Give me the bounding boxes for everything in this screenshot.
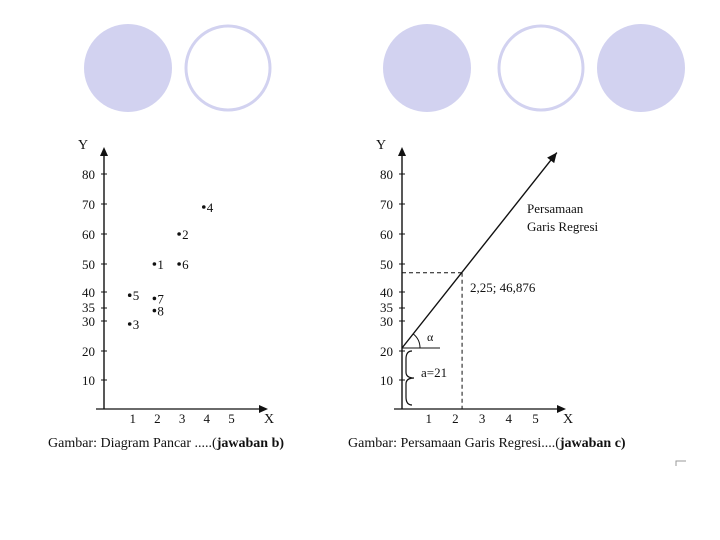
scatter-point-marker bbox=[127, 322, 132, 326]
decor-circle-filled bbox=[84, 24, 172, 112]
x-axis-label: X bbox=[563, 412, 573, 427]
scatter-point-marker bbox=[177, 232, 181, 236]
scatter-points: 1 2 3 4 5 6 78 bbox=[127, 200, 214, 332]
caption-text: Gambar: Diagram Pancar .....( bbox=[48, 436, 217, 451]
y-tick-label: 60 bbox=[380, 227, 393, 242]
y-tick-label: 10 bbox=[380, 373, 393, 388]
x-tick-label: 2 bbox=[154, 411, 161, 426]
scatter-point-marker bbox=[152, 262, 157, 266]
y-tick-label: 70 bbox=[82, 197, 95, 212]
intercept-label: a=21 bbox=[421, 365, 447, 380]
chart-axes bbox=[96, 147, 268, 413]
chart-caption-right: Gambar: Persamaan Garis Regresi....(jawa… bbox=[348, 436, 626, 452]
scatter-point-label: 3 bbox=[133, 317, 140, 332]
y-axis-label: Y bbox=[376, 138, 386, 153]
scatter-point-marker bbox=[152, 296, 157, 301]
y-tick-label: 50 bbox=[380, 257, 393, 272]
x-tick-label: 1 bbox=[129, 411, 136, 426]
x-tick-labels: 1 2 3 4 5 bbox=[425, 411, 538, 426]
x-tick-label: 3 bbox=[479, 411, 486, 426]
y-tick-label: 30 bbox=[380, 314, 393, 329]
scatter-point-label: 2 bbox=[182, 227, 189, 242]
scatter-point-label: 7 bbox=[157, 291, 164, 306]
regression-line-label-line1: Persamaan bbox=[527, 201, 584, 216]
x-axis-arrowhead bbox=[557, 405, 566, 413]
y-tick-label: 40 bbox=[82, 285, 95, 300]
x-tick-label: 5 bbox=[228, 411, 235, 426]
regression-line-arrowhead bbox=[547, 152, 557, 164]
caption-answer: jawaban b) bbox=[216, 436, 285, 451]
scatter-point-label: 4 bbox=[207, 200, 214, 215]
x-axis-arrowhead bbox=[259, 405, 268, 413]
decor-circle-outline bbox=[497, 24, 585, 112]
y-tick-label: 35 bbox=[82, 300, 95, 315]
y-tick-label: 80 bbox=[380, 167, 393, 182]
y-axis-arrowhead bbox=[100, 147, 108, 156]
chart-axes bbox=[394, 147, 566, 413]
scatter-point-marker bbox=[202, 205, 206, 209]
y-tick-label: 10 bbox=[82, 373, 95, 388]
decorative-circles bbox=[84, 24, 685, 112]
x-tick-label: 5 bbox=[532, 411, 539, 426]
marked-point-label: 2,25; 46,876 bbox=[470, 280, 536, 295]
y-tick-label: 40 bbox=[380, 285, 393, 300]
x-tick-label: 2 bbox=[452, 411, 459, 426]
scatter-point-marker bbox=[152, 308, 157, 313]
x-axis-label: X bbox=[264, 412, 274, 427]
intercept-brace bbox=[405, 350, 415, 406]
chart-caption-left: Gambar: Diagram Pancar .....(jawaban b) bbox=[48, 436, 284, 452]
caption-text: Gambar: Persamaan Garis Regresi....( bbox=[348, 436, 560, 451]
scatter-point-marker bbox=[177, 262, 181, 266]
x-tick-labels: 1 2 3 4 5 bbox=[129, 411, 234, 426]
caption-answer: jawaban c) bbox=[559, 436, 626, 451]
scatter-point-marker bbox=[127, 293, 132, 298]
decor-circle-outline bbox=[184, 24, 272, 112]
x-tick-label: 4 bbox=[204, 411, 211, 426]
y-axis-label: Y bbox=[78, 138, 88, 153]
scatter-point-label: 5 bbox=[133, 288, 140, 303]
y-tick-label: 70 bbox=[380, 197, 393, 212]
x-tick-label: 3 bbox=[179, 411, 186, 426]
x-tick-label: 1 bbox=[425, 411, 432, 426]
corner-mark bbox=[675, 460, 686, 466]
y-tick-label: 35 bbox=[380, 300, 393, 315]
angle-label: α bbox=[427, 330, 434, 344]
x-tick-label: 4 bbox=[506, 411, 513, 426]
regression-line-label-line2: Garis Regresi bbox=[527, 219, 599, 234]
scatter-point-label: 6 bbox=[182, 257, 189, 272]
y-tick-label: 50 bbox=[82, 257, 95, 272]
regression-line bbox=[401, 152, 558, 349]
y-tick-label: 20 bbox=[82, 344, 95, 359]
scatter-point-label: 1 bbox=[157, 257, 164, 272]
y-tick-label: 30 bbox=[82, 314, 95, 329]
decor-circle-filled bbox=[383, 24, 471, 112]
scatter-point-label: 8 bbox=[157, 304, 164, 319]
y-tick-label: 60 bbox=[82, 227, 95, 242]
angle-arc bbox=[412, 333, 421, 349]
regression-marks bbox=[401, 152, 558, 409]
y-axis-arrowhead bbox=[398, 147, 406, 156]
y-tick-label: 20 bbox=[380, 344, 393, 359]
decor-circle-filled bbox=[597, 24, 685, 112]
y-tick-label: 80 bbox=[82, 167, 95, 182]
